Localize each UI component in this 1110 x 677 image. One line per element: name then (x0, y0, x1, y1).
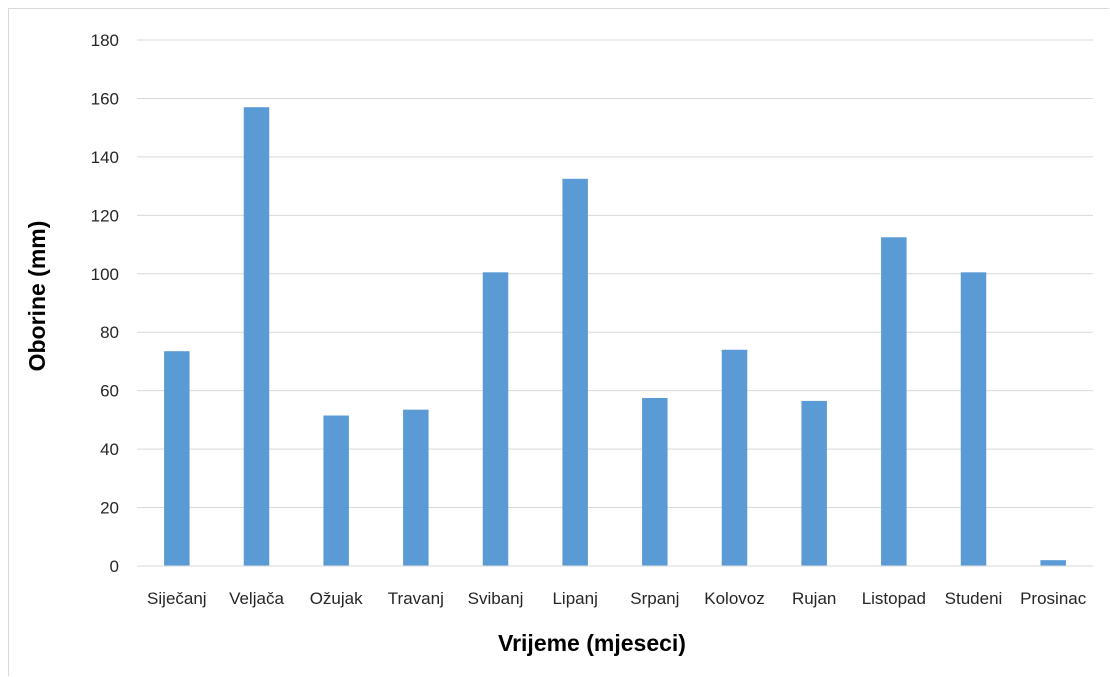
y-tick-label: 100 (91, 265, 119, 284)
gridlines (137, 39, 1093, 509)
x-tick-label: Listopad (862, 589, 926, 608)
bar-5 (482, 272, 509, 566)
x-tick-label: Lipanj (552, 589, 597, 608)
bar-10 (881, 237, 907, 566)
x-axis-title: Vrijeme (mjeseci) (498, 630, 686, 656)
y-tick-label: 180 (91, 31, 119, 50)
x-tick-label: Ožujak (310, 589, 363, 608)
bars (164, 107, 1066, 567)
x-tick-label: Srpanj (630, 589, 679, 608)
x-tick-label: Studeni (945, 589, 1003, 608)
y-tick-label: 20 (100, 499, 119, 518)
y-tick-label: 120 (91, 206, 119, 225)
y-tick-label: 0 (110, 557, 119, 576)
bar-7 (642, 397, 668, 566)
x-tick-label: Kolovoz (704, 589, 764, 608)
y-tick-label: 60 (100, 382, 119, 401)
bar-2 (243, 107, 270, 566)
bar-8 (721, 349, 748, 566)
x-tick-labels: Siječanj Veljača Ožujak Travanj Svibanj Lipan… (147, 589, 1087, 608)
x-tick-label: Svibanj (468, 589, 524, 608)
x-tick-label: Siječanj (147, 589, 207, 608)
x-tick-label: Travanj (388, 589, 444, 608)
y-tick-labels: 0 20 40 60 80 100 120 140 160 180 (91, 31, 119, 576)
chart-frame (8, 8, 1109, 676)
bar-12 (1040, 560, 1066, 566)
bar-11 (960, 272, 987, 566)
y-tick-label: 140 (91, 148, 119, 167)
y-tick-label: 40 (100, 440, 119, 459)
x-tick-label: Prosinac (1020, 589, 1087, 608)
bar-1 (164, 351, 190, 566)
bar-3 (323, 415, 349, 566)
y-axis-title: Oborine (mm) (24, 221, 50, 372)
bar-9 (801, 400, 827, 566)
y-tick-label: 80 (100, 323, 119, 342)
y-tick-label: 160 (91, 89, 119, 108)
x-tick-label: Rujan (792, 589, 836, 608)
bar-4 (403, 409, 429, 566)
bar-6 (562, 178, 588, 567)
x-tick-label: Veljača (229, 589, 284, 608)
